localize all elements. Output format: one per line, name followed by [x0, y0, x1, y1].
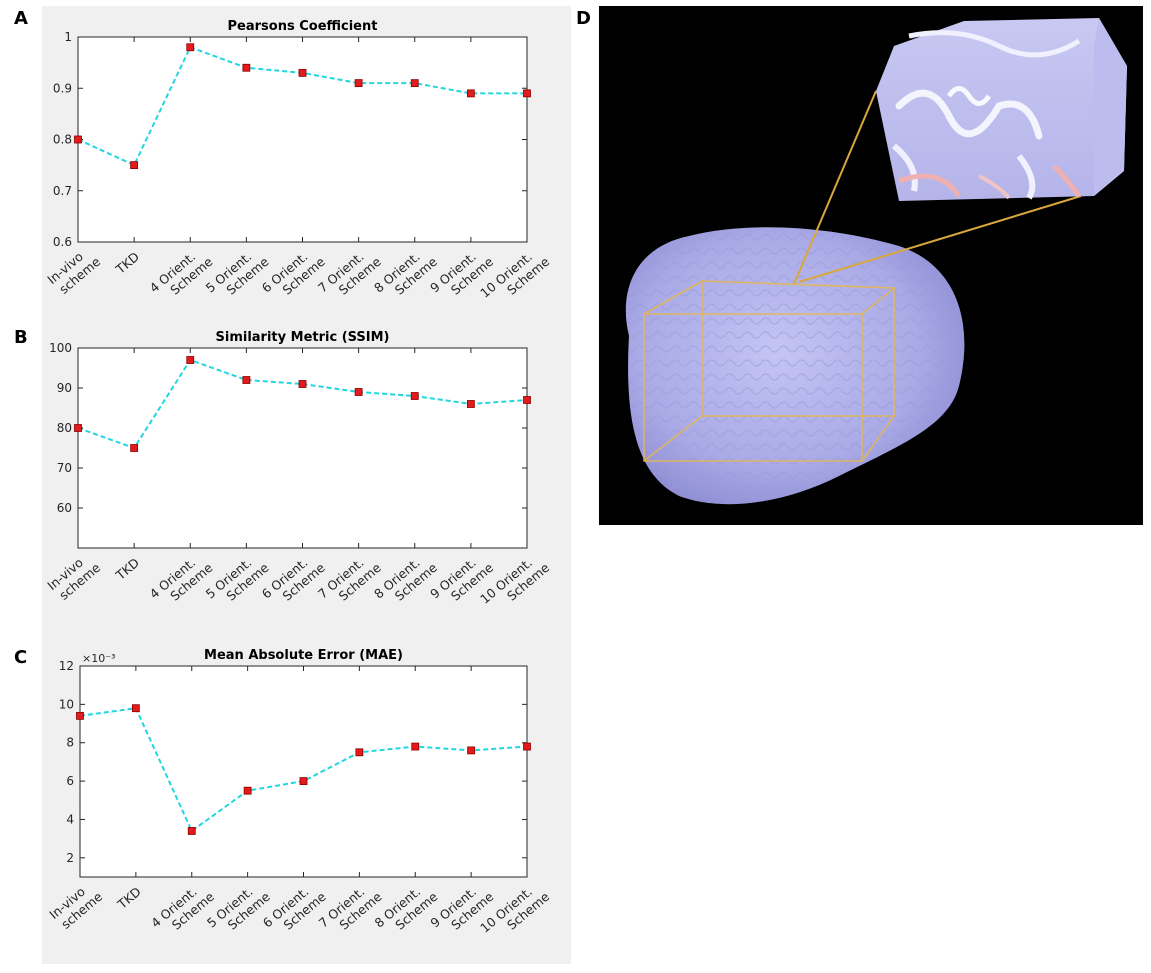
chart-ssim: Similarity Metric (SSIM)60708090100In-vi…: [44, 330, 552, 607]
panel-label-d: D: [576, 8, 591, 29]
selection-box: [643, 280, 895, 462]
data-point: [76, 711, 84, 720]
data-point: [523, 89, 531, 98]
y-tick-label: 0.7: [53, 184, 72, 198]
data-point: [187, 827, 196, 835]
y-tick-label: 0.8: [53, 133, 72, 147]
data-point: [242, 376, 251, 384]
brain-rendering-panel: [599, 6, 1143, 525]
data-point: [411, 742, 420, 751]
y-tick-label: 4: [66, 812, 74, 826]
data-point: [355, 748, 364, 757]
y-tick-label: 90: [57, 381, 72, 395]
x-tick-label: 5 Orient.Scheme: [204, 877, 273, 942]
x-tick-label: 6 Orient.Scheme: [260, 877, 329, 942]
y-tick-label: 12: [59, 659, 74, 673]
data-point: [74, 135, 82, 144]
y-tick-label: 80: [57, 421, 72, 435]
chart-pearsons-coefficient: Pearsons Coefficient0.60.70.80.91In-vivo…: [44, 19, 552, 301]
data-point: [299, 777, 308, 785]
brain-rendering: [625, 18, 1127, 505]
data-point: [466, 89, 475, 98]
x-tick-label: TKD: [114, 884, 144, 913]
y-tick-label: 6: [66, 774, 74, 788]
data-point: [186, 356, 195, 364]
data-point: [523, 396, 531, 404]
x-tick-label: 10 Orient.Scheme: [477, 877, 552, 947]
y-tick-label: 0.6: [53, 235, 72, 249]
y-tick-label: 8: [66, 736, 74, 750]
x-tick-label: In-vivoscheme: [46, 877, 105, 933]
data-point: [131, 704, 140, 713]
chart-mae: Mean Absolute Error (MAE) 2 4 6 8 10 12 ×10⁻³ In…: [46, 648, 552, 947]
chart-title: Similarity Metric (SSIM): [216, 330, 390, 345]
x-tick-label: 7 Orient.Scheme: [316, 877, 385, 942]
data-point: [467, 746, 476, 755]
data-point: [130, 161, 139, 170]
y-tick-label: 60: [57, 501, 72, 515]
data-point: [186, 43, 195, 52]
y-tick-label: 100: [49, 341, 72, 355]
y-tick-label: 10: [59, 697, 74, 711]
data-point: [523, 742, 531, 751]
data-point: [410, 79, 419, 88]
data-point: [130, 444, 139, 452]
x-tick-label: 4 Orient.Scheme: [148, 877, 217, 942]
y-tick-label: 0.9: [53, 81, 72, 95]
y-tick-label: 1: [64, 30, 72, 44]
data-point: [74, 424, 82, 432]
chart-title: Pearsons Coefficient: [228, 19, 378, 34]
data-point: [410, 392, 419, 400]
panel-label-c: C: [14, 647, 28, 668]
data-point: [354, 388, 363, 396]
panel-label-a: A: [14, 8, 28, 29]
plot-area: [79, 665, 528, 878]
data-point: [243, 786, 252, 795]
y-tick-label: 70: [57, 461, 72, 475]
data-point: [298, 380, 307, 388]
y-tick-label: 2: [66, 851, 74, 865]
chart-title: Mean Absolute Error (MAE): [204, 648, 403, 663]
zoomed-cube: [876, 18, 1127, 201]
y-exponent-label: ×10⁻³: [82, 652, 115, 665]
data-point: [242, 63, 251, 72]
panel-label-b: B: [14, 327, 28, 348]
data-point: [298, 68, 307, 77]
data-point: [466, 400, 475, 408]
x-tick-label: 8 Orient.Scheme: [371, 877, 440, 942]
data-point: [354, 79, 363, 88]
